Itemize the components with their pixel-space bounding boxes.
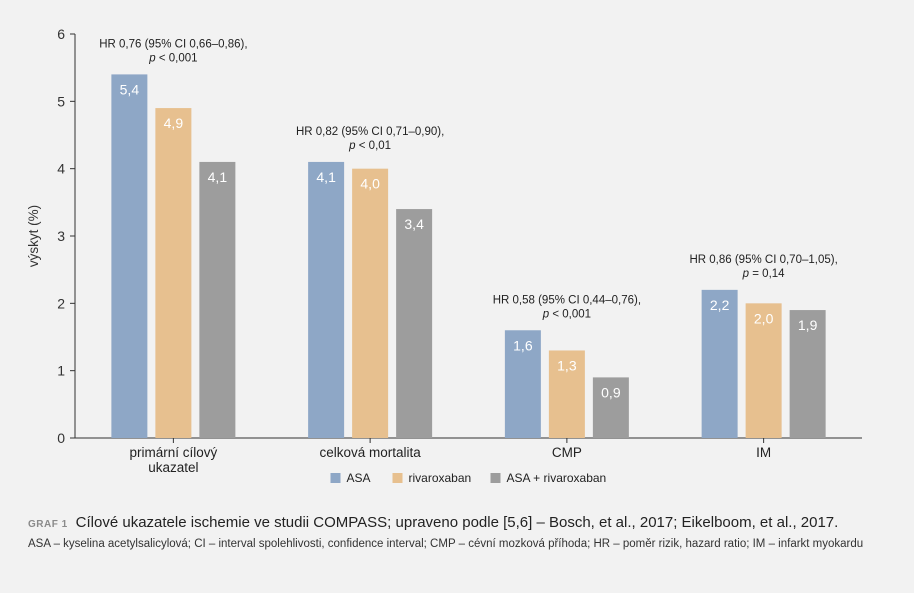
x-tick-label: ukazatel (148, 460, 198, 475)
bar (548, 350, 585, 438)
data-label: 2,0 (754, 310, 774, 326)
y-tick-label: 6 (57, 26, 65, 42)
bar (308, 161, 345, 438)
p-symbol: p (742, 268, 750, 280)
data-label: 1,6 (513, 337, 533, 353)
bar (352, 168, 389, 438)
bar (592, 377, 629, 438)
legend-swatch (330, 473, 341, 483)
p-value: < 0,001 (156, 52, 198, 64)
hr-annotation-line1: HR 0,86 (95% CI 0,70–1,05), (689, 254, 837, 266)
x-tick-label: IM (756, 445, 771, 460)
hr-annotation-line1: HR 0,82 (95% CI 0,71–0,90), (296, 126, 444, 138)
x-tick-label: primární cílový (129, 445, 217, 460)
hr-annotation-line1: HR 0,58 (95% CI 0,44–0,76), (493, 294, 641, 306)
legend-label: ASA + rivaroxaban (507, 471, 607, 485)
legend-swatch (392, 473, 403, 483)
p-symbol: p (542, 308, 550, 320)
data-label: 0,9 (601, 384, 621, 400)
data-label: 1,9 (798, 317, 818, 333)
bar (745, 303, 782, 438)
p-symbol: p (148, 52, 156, 64)
data-label: 4,1 (208, 169, 228, 185)
y-tick-label: 0 (57, 430, 65, 446)
hr-annotation-line2: p < 0,01 (348, 140, 391, 152)
bar-chart: 0 1 2 3 4 5 6 výskyt (%) primární cílovýukazatel… (26, 26, 862, 485)
y-tick-label: 2 (57, 295, 65, 311)
data-label: 4,0 (360, 176, 380, 192)
p-value: < 0,001 (549, 308, 591, 320)
hr-annotation-line2: p < 0,001 (542, 308, 591, 320)
y-tick-label: 1 (57, 363, 65, 379)
y-tick-label: 4 (57, 161, 65, 177)
bar (504, 330, 541, 438)
bar (111, 74, 148, 439)
p-value: = 0,14 (749, 268, 785, 280)
data-label: 3,4 (404, 216, 424, 232)
hr-annotation-line2: p < 0,001 (148, 52, 197, 64)
figure-caption: GRAF 1 Cílové ukazatele ischemie ve studi… (28, 514, 898, 552)
bar (789, 310, 826, 438)
bar (701, 289, 738, 438)
p-symbol: p (348, 140, 356, 152)
y-axis-label: výskyt (%) (26, 205, 41, 267)
bar (155, 108, 192, 439)
p-value: < 0,01 (356, 140, 392, 152)
legend-label: ASA (347, 471, 371, 485)
caption-label: GRAF 1 (28, 519, 68, 530)
caption-title: Cílové ukazatele ischemie ve studii COMP… (75, 514, 839, 531)
x-tick-label: celková mortalita (319, 445, 421, 460)
bar (396, 209, 433, 438)
hr-annotation-line1: HR 0,76 (95% CI 0,66–0,86), (99, 38, 247, 50)
data-label: 5,4 (120, 81, 140, 97)
hr-annotation-line2: p = 0,14 (742, 268, 785, 280)
caption-title-line: GRAF 1 Cílové ukazatele ischemie ve studi… (28, 514, 898, 531)
x-tick-label: CMP (552, 445, 582, 460)
bar (199, 161, 236, 438)
data-label: 4,1 (316, 169, 336, 185)
data-label: 4,9 (164, 115, 184, 131)
data-label: 2,2 (710, 297, 730, 313)
legend-label: rivaroxaban (409, 471, 472, 485)
y-tick-label: 3 (57, 228, 65, 244)
y-tick-label: 5 (57, 93, 65, 109)
legend-swatch (490, 473, 501, 483)
data-label: 1,3 (557, 357, 577, 373)
caption-note: ASA – kyselina acetylsalicylová; CI – in… (28, 538, 864, 550)
